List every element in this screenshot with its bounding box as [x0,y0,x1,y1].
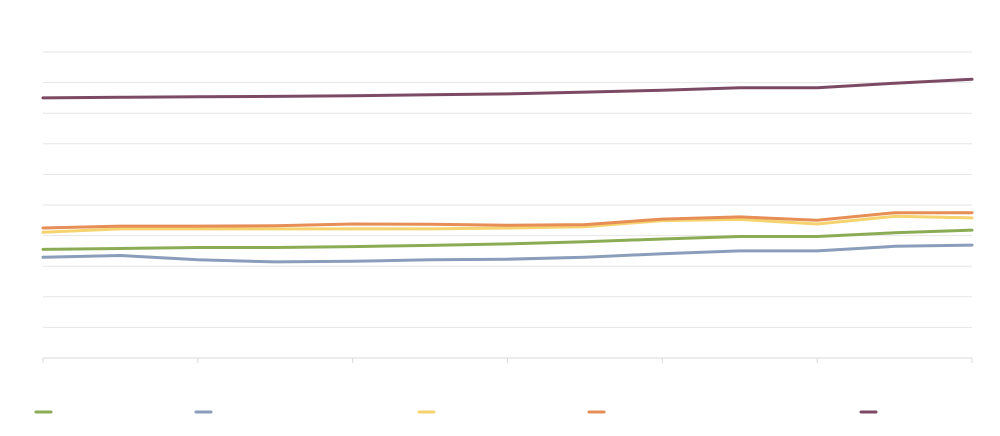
x-axis [42,357,973,363]
series-line-4 [41,211,974,230]
series-line-1 [41,228,974,251]
gridlines [43,51,972,328]
series-line-5 [41,77,974,100]
series-line-2 [41,243,974,264]
series-lines [41,77,974,264]
series-line-3 [41,214,974,234]
